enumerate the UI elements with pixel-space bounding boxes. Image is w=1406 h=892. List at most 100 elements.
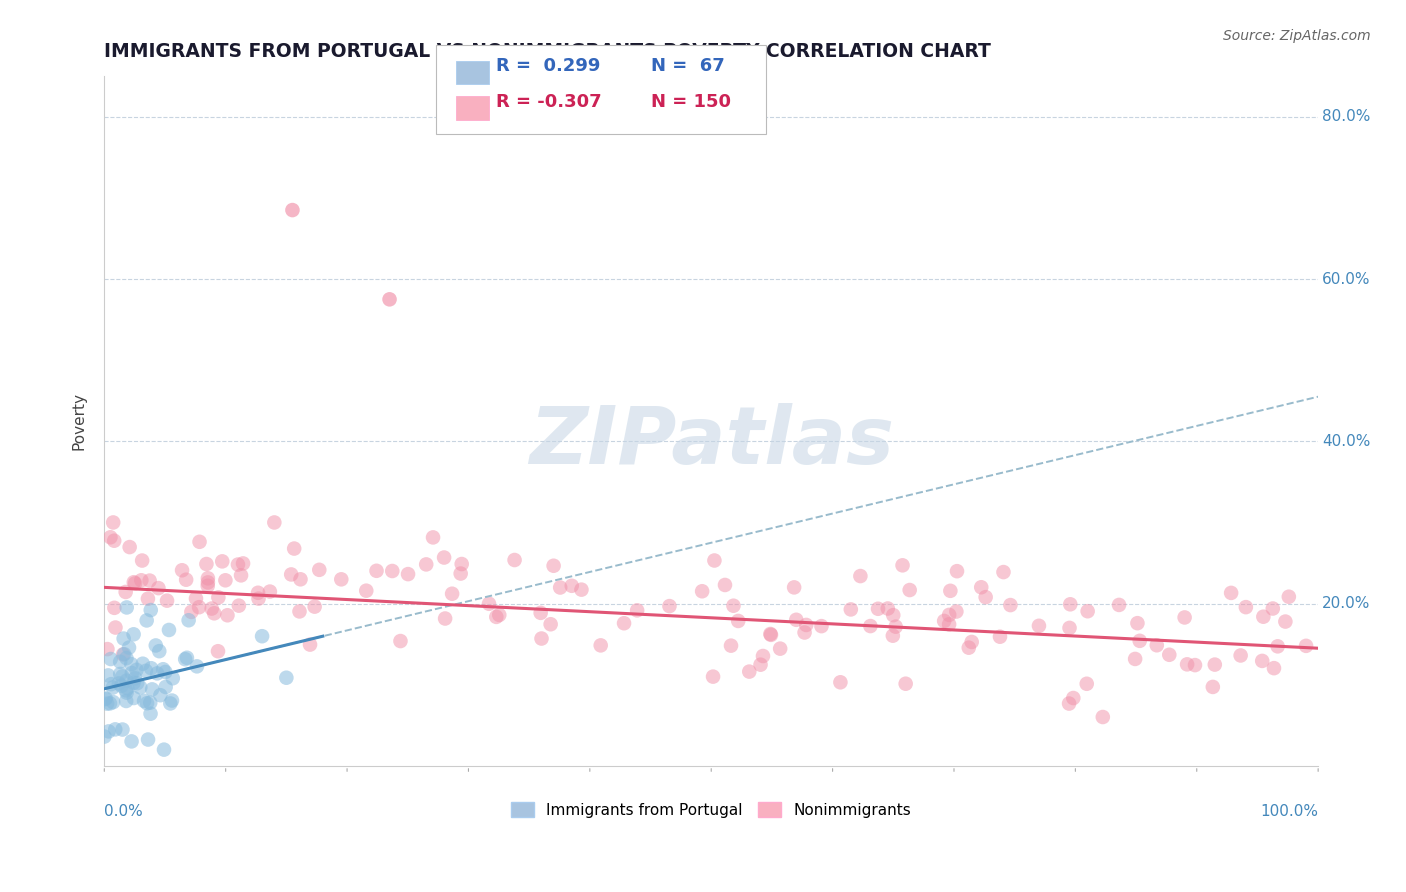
Point — [1267, 640, 1289, 654]
Point — [100, 530, 122, 544]
Point — [1251, 654, 1274, 668]
Point — [115, 685, 138, 699]
Point — [197, 571, 219, 585]
Point — [132, 694, 155, 708]
Point — [304, 599, 326, 614]
Point — [794, 618, 817, 632]
Point — [759, 627, 782, 641]
Point — [1159, 648, 1181, 662]
Point — [738, 665, 761, 679]
Point — [503, 553, 526, 567]
Point — [162, 671, 184, 685]
Point — [115, 683, 138, 698]
Point — [145, 639, 167, 653]
Point — [115, 600, 138, 615]
Point — [121, 734, 143, 748]
Point — [939, 583, 962, 598]
Point — [283, 541, 305, 556]
Point — [434, 611, 457, 625]
Point — [396, 567, 419, 582]
Point — [1028, 619, 1050, 633]
Point — [882, 608, 904, 623]
Point — [785, 613, 807, 627]
Point — [703, 553, 725, 567]
Point — [110, 667, 132, 681]
Text: 20.0%: 20.0% — [1322, 596, 1371, 611]
Point — [1202, 680, 1225, 694]
Point — [488, 607, 510, 622]
Point — [103, 516, 125, 530]
Point — [197, 575, 219, 590]
Point — [149, 688, 172, 702]
Point — [1184, 658, 1206, 673]
Point — [124, 671, 146, 685]
Point — [1175, 657, 1198, 672]
Point — [247, 591, 270, 606]
Point — [415, 558, 437, 572]
Point — [132, 657, 155, 671]
Point — [714, 578, 737, 592]
Point — [122, 691, 145, 706]
Point — [174, 573, 197, 587]
Point — [356, 583, 378, 598]
Point — [281, 203, 304, 218]
Point — [104, 723, 127, 737]
Point — [136, 732, 159, 747]
Point — [1204, 657, 1226, 672]
Point — [159, 697, 181, 711]
Point — [100, 677, 122, 691]
Point — [201, 601, 224, 615]
Point — [104, 621, 127, 635]
Point — [96, 697, 118, 711]
Y-axis label: Poverty: Poverty — [72, 392, 86, 450]
Point — [450, 566, 472, 581]
Point — [160, 693, 183, 707]
Point — [441, 587, 464, 601]
Point — [960, 635, 983, 649]
Point — [115, 694, 138, 708]
Point — [938, 607, 960, 622]
Point — [1077, 604, 1099, 618]
Point — [197, 579, 219, 593]
Point — [1278, 590, 1301, 604]
Point — [129, 681, 152, 695]
Point — [112, 647, 135, 661]
Point — [153, 742, 176, 756]
Point — [146, 666, 169, 681]
Point — [759, 628, 782, 642]
Point — [112, 632, 135, 646]
Point — [141, 682, 163, 697]
Point — [111, 669, 134, 683]
Point — [188, 600, 211, 615]
Point — [810, 619, 832, 633]
Point — [1220, 586, 1243, 600]
Point — [124, 576, 146, 591]
Point — [156, 593, 179, 607]
Point — [148, 581, 170, 595]
Point — [530, 606, 553, 620]
Point — [450, 557, 472, 571]
Point — [1057, 697, 1080, 711]
Point — [114, 585, 136, 599]
Point — [155, 665, 177, 679]
Point — [1261, 601, 1284, 615]
Point — [783, 580, 806, 594]
Point — [702, 670, 724, 684]
Point — [280, 567, 302, 582]
Text: IMMIGRANTS FROM PORTUGAL VS NONIMMIGRANTS POVERTY CORRELATION CHART: IMMIGRANTS FROM PORTUGAL VS NONIMMIGRANT… — [104, 42, 991, 61]
Point — [184, 591, 207, 606]
Point — [378, 293, 401, 307]
Point — [830, 675, 852, 690]
Point — [174, 652, 197, 666]
Point — [118, 540, 141, 554]
Point — [540, 617, 562, 632]
Point — [1126, 616, 1149, 631]
Point — [884, 620, 907, 634]
Point — [125, 663, 148, 677]
Point — [139, 603, 162, 617]
Point — [111, 723, 134, 737]
Point — [934, 614, 956, 628]
Text: 60.0%: 60.0% — [1322, 271, 1371, 286]
Point — [1229, 648, 1251, 663]
Point — [122, 676, 145, 690]
